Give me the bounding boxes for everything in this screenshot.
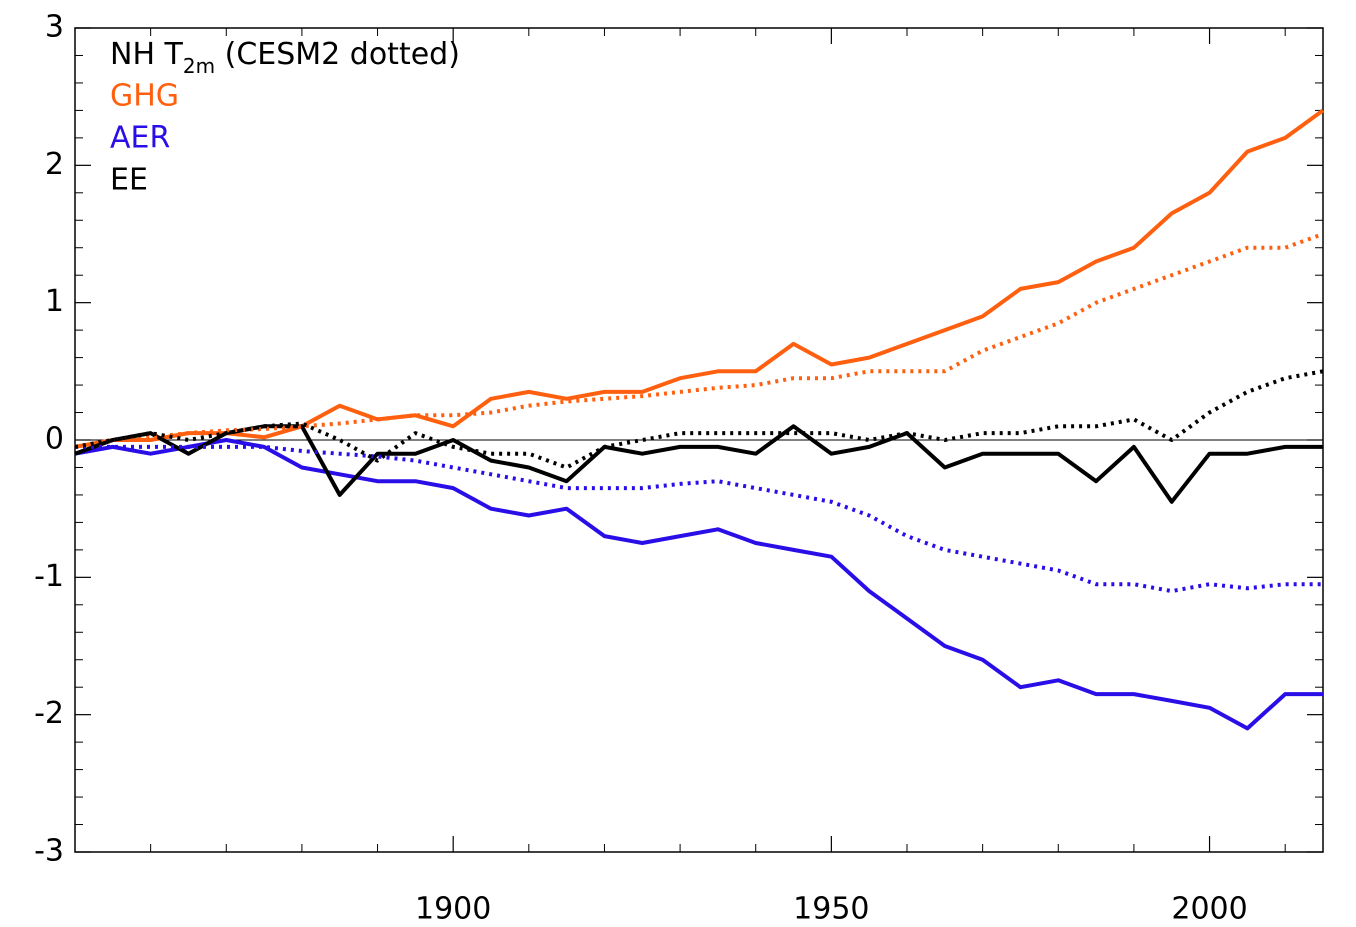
y-tick-label: 0 [45,422,64,457]
y-tick-label: 1 [45,284,64,319]
series-line [75,444,1323,594]
legend-title: NH T2m (CESM2 dotted) [110,37,460,78]
y-tick-label: -1 [34,559,64,594]
x-tick-label: 1900 [415,892,491,927]
legend-title-sub: 2m [183,54,215,78]
y-tick-label: -2 [34,696,64,731]
y-tick-label: 2 [45,147,64,182]
legend-title-main: NH T [110,37,184,72]
legend-entry: EE [110,163,148,198]
series-line [74,232,1324,449]
y-tick-label: -3 [34,834,64,869]
x-tick-label: 2000 [1171,892,1247,927]
series-line [74,438,1323,731]
legend-entry: AER [110,121,170,156]
series-line [74,369,1324,470]
x-tick-label: 1950 [793,892,869,927]
legend-entry: GHG [110,79,179,114]
legend-title-suffix: (CESM2 dotted) [215,37,460,72]
y-tick-label: 3 [45,10,64,45]
series-line [74,108,1325,449]
